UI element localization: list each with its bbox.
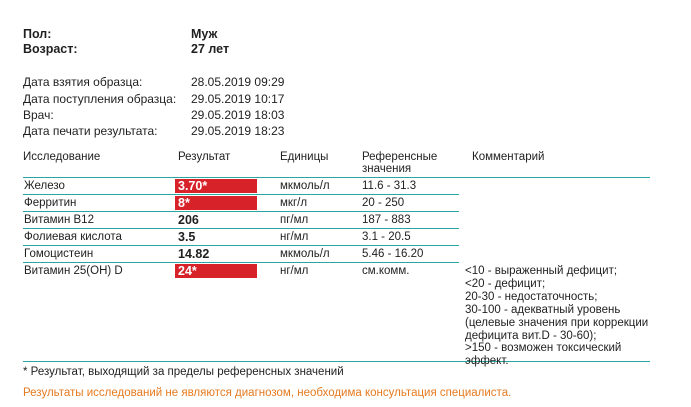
header-comment: Комментарий [472, 151, 545, 163]
row-reference-iron: 11.6 - 31.3 [362, 180, 417, 192]
comment-line: 30-100 - адекватный уровень [465, 303, 621, 316]
doctor-label: Врач: [23, 108, 54, 122]
header-reference: Референсные значения [362, 151, 438, 175]
row-rule [23, 177, 650, 178]
row-units-iron: мкмоль/л [280, 180, 330, 192]
row-units-b12: пг/мл [280, 214, 309, 226]
header-study: Исследование [23, 151, 101, 163]
doctor-value: 29.05.2019 18:03 [191, 108, 285, 122]
header-result: Результат [178, 151, 231, 163]
row-rule [23, 262, 459, 263]
sex-value: Муж [191, 27, 218, 41]
row-rule [23, 245, 459, 246]
sex-label: Пол: [23, 27, 52, 41]
print-date-value: 29.05.2019 18:23 [191, 124, 285, 138]
sample-date-label: Дата взятия образца: [23, 75, 143, 89]
flagged-result-vitamin-d: 24* [175, 264, 257, 278]
footnote: * Результат, выходящий за пределы рефере… [23, 366, 344, 378]
row-units-folate: нг/мл [280, 231, 309, 243]
receipt-date-label: Дата поступления образца: [23, 92, 177, 106]
row-reference-folate: 3.1 - 20.5 [362, 231, 411, 243]
comment-line: <10 - выраженный дефицит; [465, 265, 618, 277]
row-reference-homocysteine: 5.46 - 16.20 [362, 248, 424, 260]
row-units-homocysteine: мкмоль/л [280, 248, 330, 260]
print-date-label: Дата печати результата: [23, 124, 158, 138]
comment-line: дефицита вит.D - 30-60); [465, 329, 597, 342]
result-folate: 3.5 [178, 230, 196, 244]
flagged-result-iron: 3.70* [175, 179, 257, 193]
row-reference-ferritin: 20 - 250 [362, 197, 405, 209]
row-name-homocysteine: Гомоцистеин [24, 248, 94, 260]
row-reference-b12: 187 - 883 [362, 214, 411, 226]
row-name-b12: Витамин B12 [24, 214, 94, 226]
comment-line: (целевые значения при коррекции [465, 316, 649, 329]
row-reference-vitamin-d: см.комм. [362, 265, 410, 277]
row-name-vitamin-d: Витамин 25(OH) D [24, 265, 123, 277]
result-homocysteine: 14.82 [178, 247, 210, 261]
comment-line: эффект. [465, 355, 509, 368]
header-units: Единицы [280, 151, 329, 163]
row-rule [23, 361, 650, 362]
result-b12: 206 [178, 213, 199, 227]
age-label: Возраст: [23, 42, 78, 56]
flagged-result-ferritin: 8* [175, 196, 257, 210]
row-rule [23, 228, 459, 229]
vitamin-d-comment: <10 - выраженный дефицит; <20 - дефицит;… [465, 265, 648, 368]
row-units-ferritin: мкг/л [280, 197, 308, 209]
row-units-vitamin-d: нг/мл [280, 265, 309, 277]
row-name-folate: Фолиевая кислота [24, 231, 122, 243]
comment-line: >150 - возможен токсический [465, 342, 622, 355]
disclaimer: Результаты исследований не являются диаг… [23, 387, 512, 399]
row-rule [23, 211, 459, 212]
comment-line: 20-30 - недостаточность; [465, 290, 598, 303]
receipt-date-value: 29.05.2019 10:17 [191, 92, 285, 106]
sample-date-value: 28.05.2019 09:29 [191, 75, 285, 89]
row-name-iron: Железо [24, 180, 65, 192]
age-value: 27 лет [191, 42, 230, 56]
row-rule [23, 194, 459, 195]
row-name-ferritin: Ферритин [24, 197, 77, 209]
comment-line: <20 - дефицит; [465, 277, 546, 290]
